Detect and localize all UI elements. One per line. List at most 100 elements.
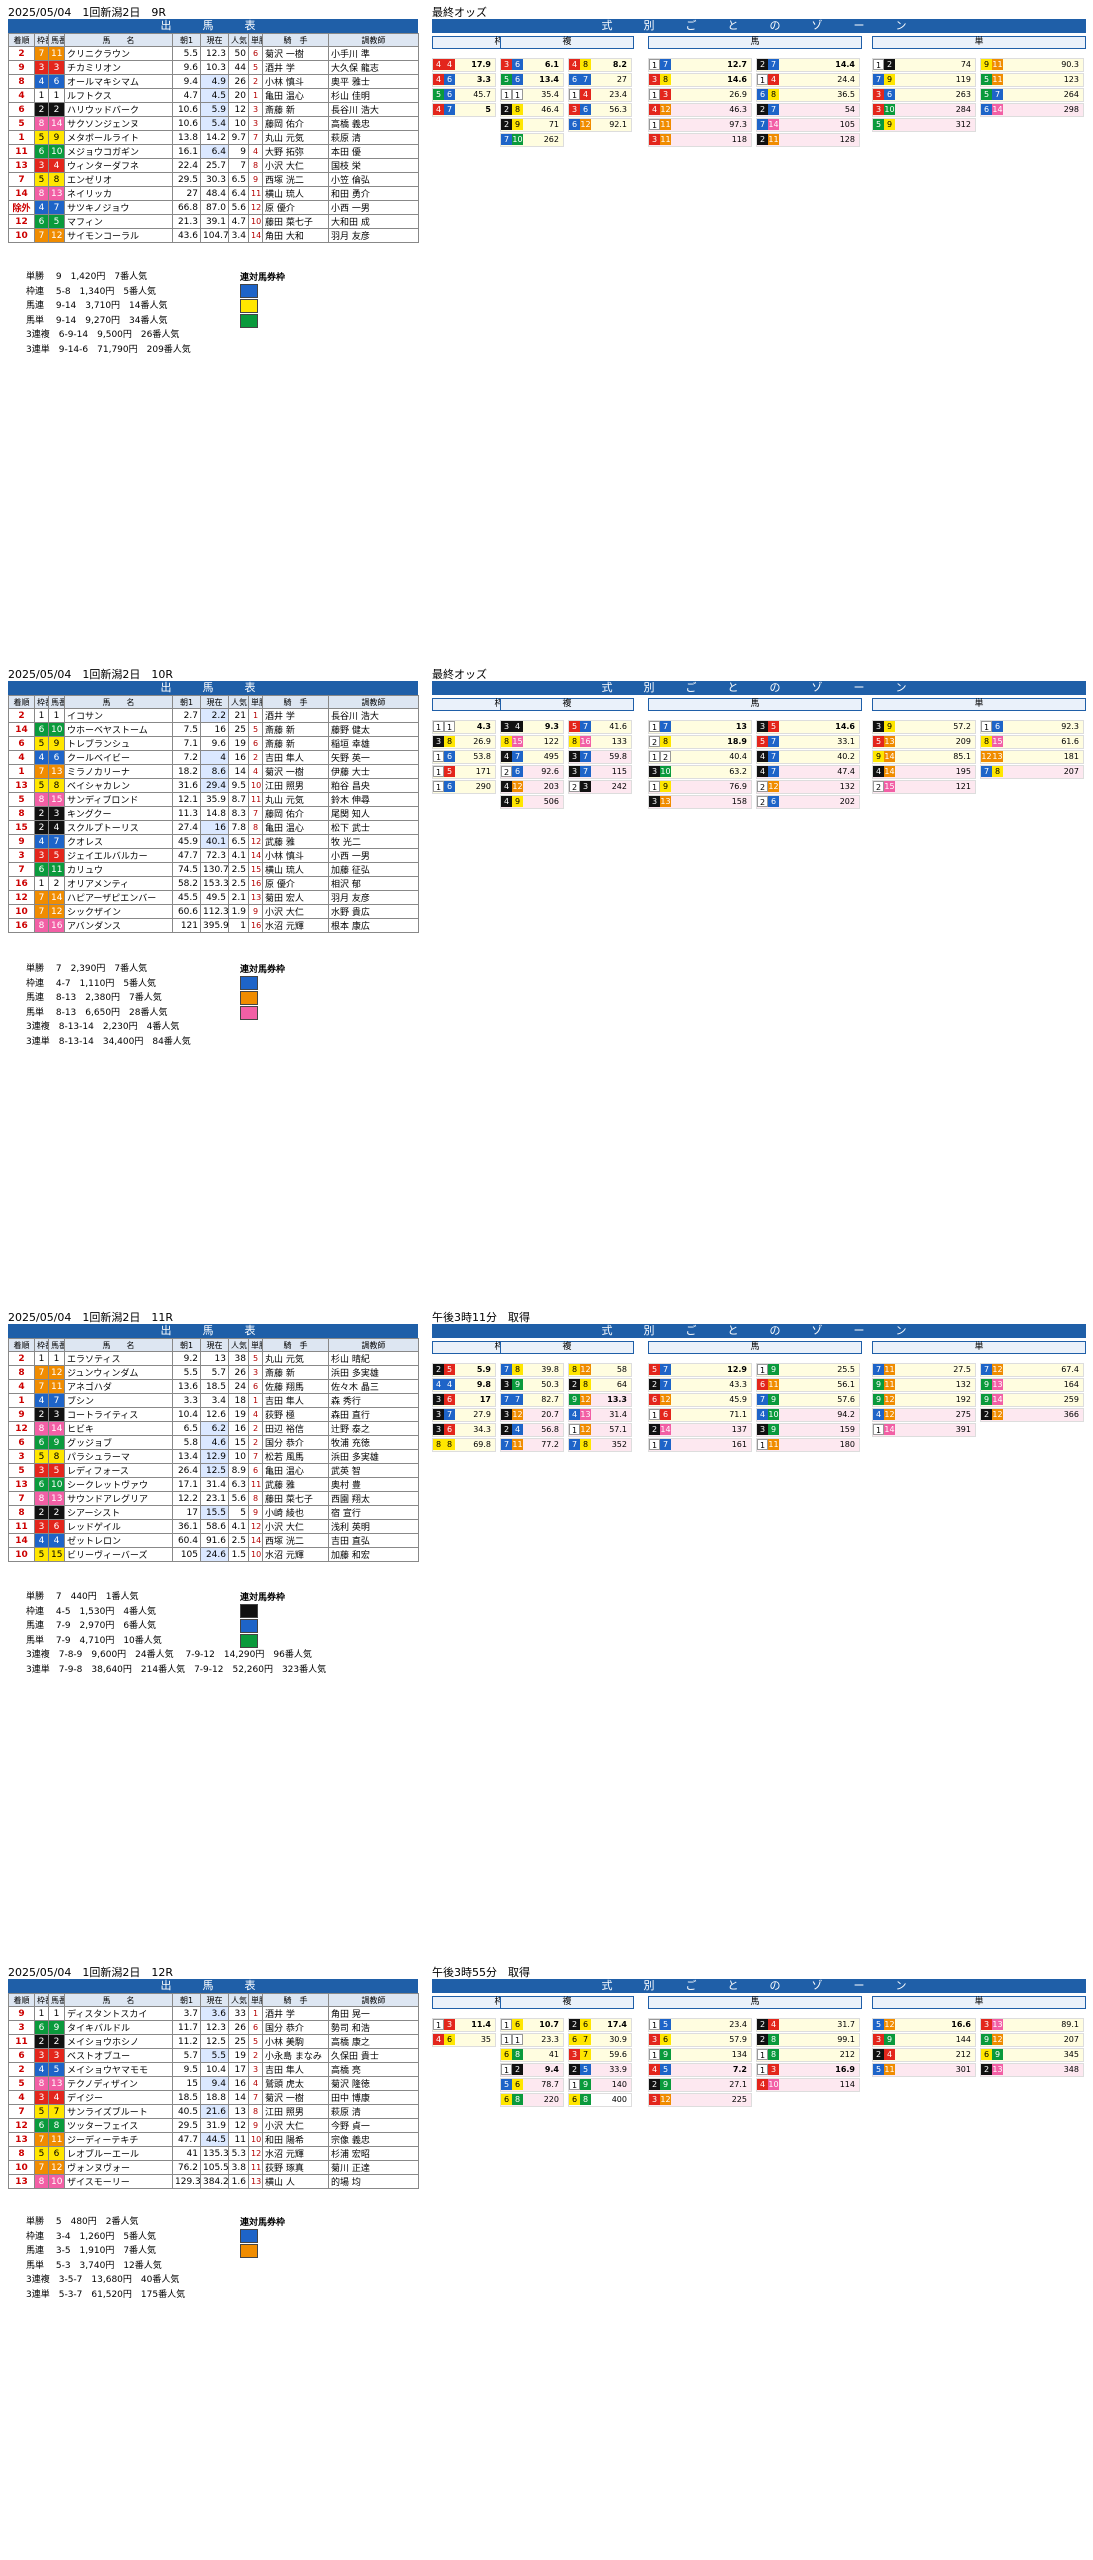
entry-row[interactable]: 6 6 9 グッジョブ 5.8 4.6 15 2 国分 恭介 牧浦 充徳 — [8, 1435, 419, 1450]
tan-zone-cell[interactable]: 1 14 391 — [872, 1423, 976, 1437]
horse-name[interactable]: ジェイエルバルカー — [64, 848, 173, 863]
fuku-zone-cell[interactable]: 5 6 13.4 — [500, 73, 564, 87]
horse-name[interactable]: チカミリオン — [64, 60, 173, 75]
entry-row[interactable]: 13 3 4 ウィンターダフネ 22.4 25.7 7 8 小沢 大仁 国枝 栄 — [8, 158, 419, 173]
entry-row[interactable]: 4 4 6 クールベイビー 7.2 4 16 2 吉田 隼人 矢野 英一 — [8, 750, 419, 765]
horse-name[interactable]: レディフォース — [64, 1463, 173, 1478]
entry-row[interactable]: 13 6 10 シークレットヴァウ 17.1 31.4 6.3 11 武藤 雅奥村 豊 — [8, 1477, 419, 1492]
entry-row[interactable]: 5 8 15 サンディブロンド 12.1 35.9 8.7 11 丸山 元気 鈴木 伸尋 — [8, 792, 419, 807]
fuku-zone-cell[interactable]: 3 9 50.3 — [500, 1378, 564, 1392]
waku-zone-cell[interactable]: 2 5 5.9 — [432, 1363, 496, 1377]
fuku-zone-cell[interactable]: 2 9 71 — [500, 118, 564, 132]
uma-zone-cell[interactable]: 7 9 57.6 — [756, 1393, 860, 1407]
fuku-zone-cell[interactable]: 4 13 31.4 — [568, 1408, 632, 1422]
uma-zone-cell[interactable]: 2 8 99.1 — [756, 2033, 860, 2047]
uma-zone-cell[interactable]: 2 9 27.1 — [648, 2078, 752, 2092]
tan-zone-cell[interactable]: 3 6 263 — [872, 88, 976, 102]
tan-zone-cell[interactable]: 5 11 301 — [872, 2063, 976, 2077]
fuku-zone-cell[interactable]: 6 8 41 — [500, 2048, 564, 2062]
entry-row[interactable]: 12 6 8 ツッターフェイス 29.5 31.9 12 9 小沢 大仁 今野 貞一 — [8, 2118, 419, 2133]
horse-name[interactable]: ジーディーテキチ — [64, 2132, 173, 2147]
fuku-zone-cell[interactable]: 3 7 59.8 — [568, 750, 632, 764]
uma-zone-cell[interactable]: 1 11 180 — [756, 1438, 860, 1452]
fuku-zone-cell[interactable]: 3 7 115 — [568, 765, 632, 779]
entry-row[interactable]: 4 3 4 デイジー 18.5 18.8 14 7 菊沢 一樹 田中 博康 — [8, 2090, 419, 2105]
fuku-zone-cell[interactable]: 1 6 10.7 — [500, 2018, 564, 2032]
tan-zone-cell[interactable]: 9 13 164 — [980, 1378, 1084, 1392]
horse-name[interactable]: コートライティス — [64, 1407, 173, 1422]
entry-row[interactable]: 14 8 13 ネイリッカ 27 48.4 6.4 11 横山 琉人 和田 勇介 — [8, 186, 419, 201]
waku-zone-cell[interactable]: 1 3 11.4 — [432, 2018, 496, 2032]
entry-row[interactable]: 7 6 11 カリュウ 74.5 130.7 2.5 15 横山 琉人 加藤 征弘 — [8, 862, 419, 877]
fuku-zone-cell[interactable]: 8 15 122 — [500, 735, 564, 749]
uma-zone-cell[interactable]: 2 8 18.9 — [648, 735, 752, 749]
fuku-zone-cell[interactable]: 7 10 262 — [500, 133, 564, 147]
horse-name[interactable]: ウィンターダフネ — [64, 158, 173, 173]
uma-zone-cell[interactable]: 4 10 114 — [756, 2078, 860, 2092]
waku-zone-cell[interactable]: 1 6 53.8 — [432, 750, 496, 764]
fuku-zone-cell[interactable]: 1 9 140 — [568, 2078, 632, 2092]
uma-zone-cell[interactable]: 1 11 97.3 — [648, 118, 752, 132]
entry-row[interactable]: 6 2 2 ハリウッドバーク 10.6 5.9 12 3 斎藤 新長谷川 浩大 — [8, 102, 419, 117]
entry-row[interactable]: 3 3 5 ジェイエルバルカー 47.7 72.3 4.1 14 小林 慎斗 小西 一男 — [8, 848, 419, 863]
fuku-zone-cell[interactable]: 7 7 82.7 — [500, 1393, 564, 1407]
waku-zone-cell[interactable]: 3 8 26.9 — [432, 735, 496, 749]
entry-row[interactable]: 2 7 11 クリニクラウン 5.5 12.3 50 6 菊沢 一樹 小手川 準 — [8, 46, 419, 61]
tan-zone-cell[interactable]: 5 11 123 — [980, 73, 1084, 87]
entry-row[interactable]: 1 4 7 ブシン 3.3 3.4 18 1 吉田 隼人森 秀行 — [8, 1393, 419, 1408]
horse-name[interactable]: サツキノジョウ — [64, 200, 173, 215]
fuku-zone-cell[interactable]: 6 7 27 — [568, 73, 632, 87]
entry-row[interactable]: 8 5 6 レオブルーエール 41 135.3 5.3 12 水沼 元輝 杉浦 宏昭 — [8, 2146, 419, 2161]
entry-row[interactable]: 9 2 3 コートライティス 10.4 12.6 19 4 荻野 極森田 直行 — [8, 1407, 419, 1422]
entry-row[interactable]: 5 8 13 テクノディザイン 15 9.4 16 4 鷲頭 虎太 菊沢 隆徳 — [8, 2076, 419, 2091]
fuku-zone-cell[interactable]: 1 4 23.4 — [568, 88, 632, 102]
horse-name[interactable]: ディスタントスカイ — [64, 2006, 173, 2021]
entry-row[interactable]: 16 1 2 オリアメンティ 58.2 153.3 2.5 16 原 優介 相沢 郁 — [8, 876, 419, 891]
entry-row[interactable]: 4 1 1 ルフトクス 4.7 4.5 20 1 亀田 温心 杉山 佳明 — [8, 88, 419, 103]
waku-zone-cell[interactable]: 3 6 17 — [432, 1393, 496, 1407]
entry-row[interactable]: 8 2 2 シアーシスト 17 15.5 5 9 小崎 綾也宿 宣行 — [8, 1505, 419, 1520]
horse-name[interactable]: マフィン — [64, 214, 173, 229]
fuku-zone-cell[interactable]: 2 8 64 — [568, 1378, 632, 1392]
fuku-zone-cell[interactable]: 3 12 20.7 — [500, 1408, 564, 1422]
tan-zone-cell[interactable]: 7 11 27.5 — [872, 1363, 976, 1377]
uma-zone-cell[interactable]: 1 9 25.5 — [756, 1363, 860, 1377]
waku-zone-cell[interactable]: 4 6 35 — [432, 2033, 496, 2047]
fuku-zone-cell[interactable]: 6 8 220 — [500, 2093, 564, 2107]
entry-row[interactable]: 1 5 9 メタボールライト 13.8 14.2 9.7 7 丸山 元気 萩原 清 — [8, 130, 419, 145]
waku-zone-cell[interactable]: 4 4 17.9 — [432, 58, 496, 72]
tan-zone-cell[interactable]: 4 12 275 — [872, 1408, 976, 1422]
entry-row[interactable]: 2 4 5 メイショウヤマモモ 9.5 10.4 17 3 吉田 隼人 高橋 亮 — [8, 2062, 419, 2077]
uma-zone-cell[interactable]: 4 10 94.2 — [756, 1408, 860, 1422]
entry-row[interactable]: 8 4 6 オールマキシマム 9.4 4.9 26 2 小林 慎斗 奥平 雅士 — [8, 74, 419, 89]
horse-name[interactable]: クリニクラウン — [64, 46, 173, 61]
horse-name[interactable]: ツッターフェイス — [64, 2118, 173, 2133]
tan-zone-cell[interactable]: 9 11 132 — [872, 1378, 976, 1392]
entry-row[interactable]: 1 7 13 ミラノカリーナ 18.2 8.6 14 4 菊沢 一樹 伊藤 大士 — [8, 764, 419, 779]
uma-zone-cell[interactable]: 1 3 26.9 — [648, 88, 752, 102]
uma-zone-cell[interactable]: 1 4 24.4 — [756, 73, 860, 87]
fuku-zone-cell[interactable]: 5 6 78.7 — [500, 2078, 564, 2092]
entry-row[interactable]: 7 5 8 エンゼリオ 29.5 30.3 6.5 9 西塚 洸二 小笠 倫弘 — [8, 172, 419, 187]
horse-name[interactable]: スクルプトーリス — [64, 820, 173, 835]
horse-name[interactable]: サウンドアレグリア — [64, 1491, 173, 1506]
fuku-zone-cell[interactable]: 6 12 92.1 — [568, 118, 632, 132]
entry-row[interactable]: 6 3 3 ベストオブユー 5.7 5.5 19 2 小永島 まなみ 久保田 貴士 — [8, 2048, 419, 2063]
horse-name[interactable]: エンゼリオ — [64, 172, 173, 187]
entry-row[interactable]: 4 7 11 アネゴハダ 13.6 18.5 24 6 佐藤 翔馬 佐々木 晶三 — [8, 1379, 419, 1394]
waku-zone-cell[interactable]: 3 7 27.9 — [432, 1408, 496, 1422]
tan-zone-cell[interactable]: 5 12 16.6 — [872, 2018, 976, 2032]
horse-name[interactable]: アネゴハダ — [64, 1379, 173, 1394]
tan-zone-cell[interactable]: 3 10 284 — [872, 103, 976, 117]
horse-name[interactable]: メイショウホシノ — [64, 2034, 173, 2049]
uma-zone-cell[interactable]: 3 8 14.6 — [648, 73, 752, 87]
horse-name[interactable]: イコサン — [64, 708, 173, 723]
tan-zone-cell[interactable]: 6 14 298 — [980, 103, 1084, 117]
entry-row[interactable]: 8 2 3 キングクー 11.3 14.8 8.3 7 藤岡 佑介 尾関 知人 — [8, 806, 419, 821]
fuku-zone-cell[interactable]: 9 12 13.3 — [568, 1393, 632, 1407]
tan-zone-cell[interactable]: 7 12 67.4 — [980, 1363, 1084, 1377]
fuku-zone-cell[interactable]: 3 6 56.3 — [568, 103, 632, 117]
horse-name[interactable]: オールマキシマム — [64, 74, 173, 89]
horse-name[interactable]: オリアメンティ — [64, 876, 173, 891]
